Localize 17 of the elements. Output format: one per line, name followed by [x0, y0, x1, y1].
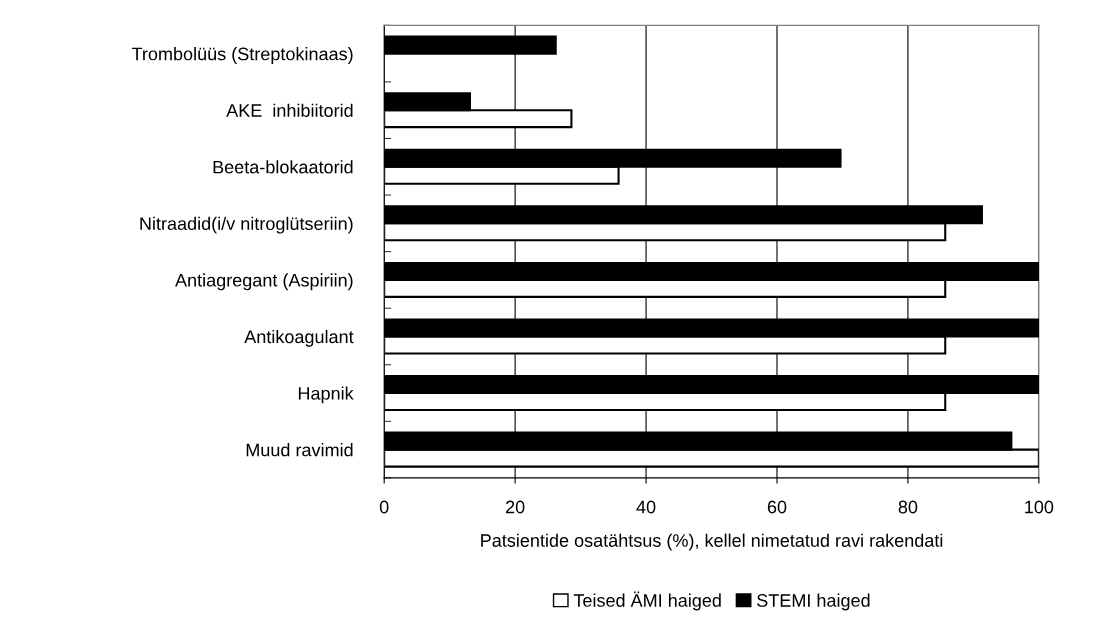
- y-tick-label: Beeta-blokaatorid: [213, 160, 353, 174]
- legend-label: Teised ÄMI haiged: [573, 591, 721, 611]
- y-tick-label: Nitraadid(i/v nitroglütseriin): [140, 216, 353, 234]
- x-tick-label: 20: [505, 500, 525, 514]
- y-tick-label: Antiagregant (Aspiriin): [175, 273, 353, 291]
- y-tick-label: Antikoagulant: [244, 329, 354, 347]
- y-tick-label: AKE inhibiitorid: [226, 103, 353, 117]
- x-tick-label: 60: [767, 500, 787, 514]
- y-tick-label: Muud ravimid: [246, 443, 353, 457]
- x-tick-label: 40: [636, 500, 656, 514]
- x-tick-label: 0: [379, 500, 389, 514]
- legend-label: STEMI haiged: [757, 593, 870, 611]
- x-tick-label: 80: [898, 500, 918, 514]
- y-tick-label: Trombolüüs (Streptokinaas): [131, 47, 353, 64]
- x-tick-label: 100: [1025, 500, 1054, 514]
- x-axis-title: Patsientide osatähtsus (%), kellel nimetatud ravi rakendati: [481, 533, 943, 551]
- y-tick-label: Hapnik: [298, 386, 354, 404]
